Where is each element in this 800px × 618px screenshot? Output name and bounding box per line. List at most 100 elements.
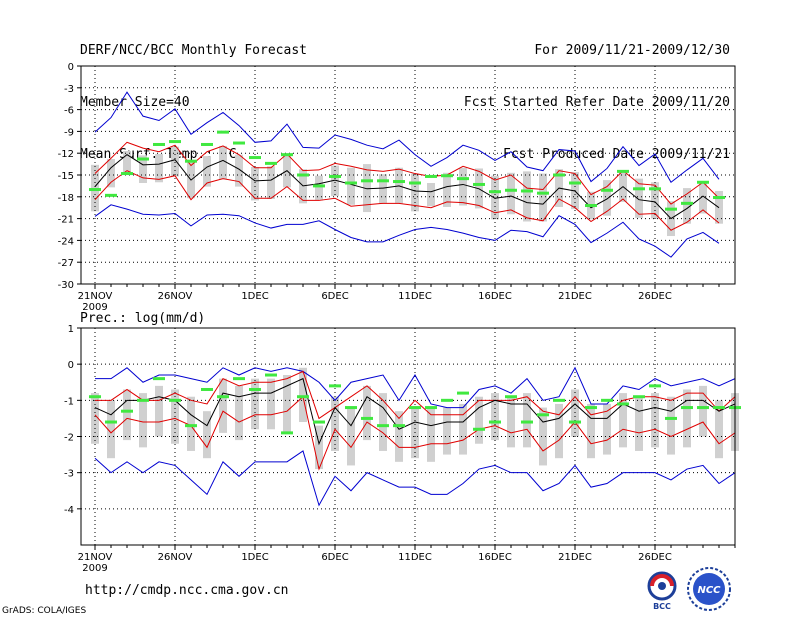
observation-marker bbox=[265, 161, 277, 165]
y-tick-label: -27 bbox=[58, 258, 74, 269]
spread-bar bbox=[139, 393, 147, 448]
observation-marker bbox=[697, 406, 709, 410]
precipitation-panel-title: Prec.: log(mm/d) bbox=[80, 311, 205, 326]
spread-bar bbox=[411, 173, 419, 212]
observation-marker bbox=[169, 398, 181, 402]
observation-marker bbox=[633, 395, 645, 399]
y-tick-label: -4 bbox=[64, 505, 74, 516]
x-tick-label: 26DEC bbox=[638, 552, 672, 563]
spread-bar bbox=[667, 396, 675, 455]
spread-bar bbox=[251, 167, 259, 201]
footer-url[interactable]: http://cmdp.ncc.cma.gov.cn bbox=[85, 583, 289, 598]
spread-bar bbox=[395, 411, 403, 462]
series-line-upper bbox=[95, 370, 736, 420]
observation-marker bbox=[473, 427, 485, 431]
x-year-label: 2009 bbox=[82, 302, 107, 313]
spread-bar bbox=[331, 396, 339, 451]
observation-marker bbox=[601, 398, 613, 402]
spread-bar bbox=[203, 411, 211, 459]
y-tick-label: -15 bbox=[58, 171, 74, 182]
spread-bar bbox=[219, 378, 227, 433]
observation-marker bbox=[681, 201, 693, 205]
spread-bar bbox=[523, 393, 531, 448]
series-line-max bbox=[95, 366, 736, 409]
observation-marker bbox=[457, 177, 469, 181]
y-tick-label: -18 bbox=[58, 193, 74, 204]
observation-marker bbox=[649, 384, 661, 388]
observation-marker bbox=[505, 188, 517, 192]
observation-marker bbox=[409, 406, 421, 410]
observation-marker bbox=[249, 156, 261, 160]
temperature-panel: 0 -3 -6 -9 -12 -15 -18 -21 -24 -27 -30 21NOV 26NOV 1D… bbox=[58, 62, 736, 313]
series-line-lower bbox=[94, 170, 720, 231]
y-tick-label: 0 bbox=[68, 360, 74, 371]
spread-bar bbox=[459, 167, 467, 206]
spread-bar bbox=[331, 165, 339, 197]
spread-bar bbox=[363, 385, 371, 441]
observation-marker bbox=[137, 398, 149, 402]
observation-marker bbox=[153, 377, 165, 381]
spread-bar bbox=[219, 145, 227, 180]
grads-credit: GrADS: COLA/IGES bbox=[2, 606, 87, 616]
spread-bar bbox=[443, 407, 451, 455]
spread-bar bbox=[475, 396, 483, 444]
spread-bar bbox=[235, 154, 243, 187]
observation-marker bbox=[121, 409, 133, 413]
observation-marker bbox=[489, 420, 501, 424]
spread-bar bbox=[91, 393, 99, 444]
observation-marker bbox=[521, 420, 533, 424]
observation-marker bbox=[601, 188, 613, 192]
observation-marker bbox=[441, 174, 453, 178]
spread-bar bbox=[363, 164, 371, 213]
spread-bar bbox=[379, 174, 387, 204]
x-tick-label: 21NOV bbox=[78, 291, 113, 302]
observation-marker bbox=[569, 420, 581, 424]
observation-marker bbox=[489, 190, 501, 194]
observation-marker bbox=[153, 142, 165, 146]
spread-bar bbox=[283, 375, 291, 433]
observation-marker bbox=[425, 406, 437, 410]
spread-bar bbox=[651, 182, 659, 219]
spread-bar bbox=[107, 159, 115, 188]
spread-bar bbox=[171, 146, 179, 177]
x-tick-label: 1DEC bbox=[241, 291, 268, 302]
observation-marker bbox=[665, 207, 677, 211]
observation-marker bbox=[505, 395, 517, 399]
series-line-upper bbox=[94, 141, 720, 205]
x-tick-label: 26NOV bbox=[158, 291, 193, 302]
spread-bar bbox=[123, 389, 131, 441]
ncc-logo: NCC bbox=[687, 567, 731, 611]
spread-bar bbox=[315, 175, 323, 201]
observation-marker bbox=[345, 406, 357, 410]
spread-bar bbox=[539, 407, 547, 466]
series-line-mean bbox=[94, 154, 720, 220]
spread-bar bbox=[491, 175, 499, 220]
observation-marker bbox=[713, 406, 725, 410]
precipitation-panel: 1 0 -1 -2 -3 -4 21NOV 26NOV 1DEC 6DEC 11DEC 16DEC 21… bbox=[64, 324, 741, 574]
observation-marker bbox=[633, 187, 645, 191]
spread-bar bbox=[443, 172, 451, 207]
x-tick-label: 6DEC bbox=[321, 291, 348, 302]
spread-bar bbox=[699, 182, 707, 214]
observation-marker bbox=[281, 153, 293, 157]
y-tick-label: 1 bbox=[68, 324, 74, 335]
series-line-lower bbox=[94, 395, 736, 471]
observation-marker bbox=[217, 395, 229, 399]
observation-marker bbox=[473, 182, 485, 186]
spread-bar bbox=[235, 385, 243, 441]
spread-bar bbox=[267, 378, 275, 430]
x-tick-label: 11DEC bbox=[398, 552, 432, 563]
observation-marker bbox=[393, 424, 405, 428]
observation-marker bbox=[89, 395, 101, 399]
y-tick-label: -21 bbox=[58, 215, 74, 226]
observation-marker bbox=[697, 180, 709, 184]
observation-marker bbox=[89, 188, 101, 192]
spread-bar bbox=[603, 403, 611, 455]
observation-marker bbox=[377, 179, 389, 183]
observation-marker bbox=[537, 191, 549, 195]
observation-marker bbox=[313, 420, 325, 424]
observation-marker bbox=[553, 173, 565, 177]
observation-marker bbox=[297, 173, 309, 177]
observation-marker bbox=[313, 184, 325, 188]
